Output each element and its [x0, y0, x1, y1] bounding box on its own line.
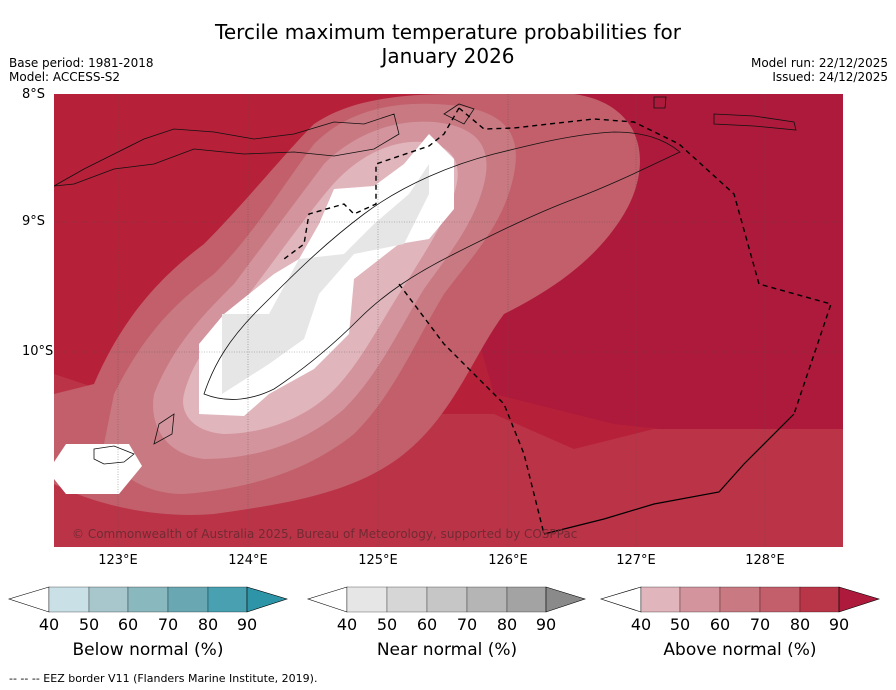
above-tick-80: 80: [789, 615, 811, 634]
colorbar-above-normal: [599, 586, 881, 613]
gridlines: [54, 94, 843, 547]
colorbar-near-normal: [307, 586, 586, 613]
lat-label-10s: 10°S: [22, 344, 54, 359]
semau-coastline: [153, 413, 175, 445]
copyright-notice: © Commonwealth of Australia 2025, Bureau…: [72, 527, 578, 541]
near-normal-label: Near normal (%): [376, 640, 518, 660]
above-normal-swatch-80: [799, 586, 840, 613]
near-tick-40: 40: [336, 615, 358, 634]
above-normal-swatch-70: [759, 586, 801, 613]
lat-label-9s: 9°S: [22, 214, 46, 229]
timor-coastline: [203, 131, 681, 400]
colorbar-below-normal: [7, 586, 289, 613]
lon-label-124e: 124°E: [228, 553, 268, 568]
near-normal-swatch-40: [346, 586, 388, 613]
below-tick-60: 60: [117, 615, 139, 634]
above-normal-high-arrow: [838, 586, 881, 613]
lon-label-128e: 128°E: [745, 553, 785, 568]
coastlines: [54, 96, 797, 465]
near-normal-swatch-50: [386, 586, 428, 613]
near-tick-50: 50: [376, 615, 398, 634]
above-tick-70: 70: [749, 615, 771, 634]
above-normal-label: Above normal (%): [663, 640, 817, 660]
below-tick-50: 50: [78, 615, 100, 634]
above-tick-90: 90: [828, 615, 850, 634]
model-run: Model run: 22/12/2025: [750, 56, 888, 70]
below-normal-swatch-80: [207, 586, 248, 613]
below-normal-high-arrow: [246, 586, 289, 613]
roti-coastline: [93, 445, 135, 465]
below-normal-swatch-40: [48, 586, 90, 613]
above-tick-60: 60: [709, 615, 731, 634]
above-tick-40: 40: [630, 615, 652, 634]
atauro-coastline: [443, 103, 475, 125]
near-normal-high-arrow: [545, 586, 586, 613]
above-tick-50: 50: [669, 615, 691, 634]
base-period: Base period: 1981-2018: [9, 56, 154, 70]
near-tick-80: 80: [496, 615, 518, 634]
near-normal-50-region: [222, 164, 429, 394]
meta-right: Model run: 22/12/2025 Issued: 24/12/2025: [751, 56, 888, 84]
below-tick-80: 80: [197, 615, 219, 634]
colorbars: [7, 586, 881, 613]
near-normal-swatch-80: [506, 586, 547, 613]
below-normal-low-arrow: [7, 586, 50, 613]
lon-label-126e: 126°E: [488, 553, 528, 568]
lon-label-125e: 125°E: [358, 553, 398, 568]
eez-border-south: [398, 283, 545, 535]
issued-date: Issued: 24/12/2025: [772, 70, 888, 84]
meta-left: Base period: 1981-2018 Model: ACCESS-S2: [9, 56, 154, 84]
above-normal-swatch-50: [679, 586, 721, 613]
below-tick-90: 90: [236, 615, 258, 634]
below-normal-swatch-50: [88, 586, 129, 613]
near-normal-swatch-70: [466, 586, 508, 613]
lon-label-127e: 127°E: [616, 553, 656, 568]
below-normal-label: Below normal (%): [72, 640, 224, 660]
near-normal-sw-patch: [54, 444, 142, 494]
lon-label-123e: 123°E: [98, 553, 138, 568]
islet-coastline: [653, 96, 667, 109]
near-tick-90: 90: [535, 615, 557, 634]
below-normal-swatch-70: [167, 586, 209, 613]
near-normal-low-arrow: [307, 586, 348, 613]
above-normal-low-arrow: [599, 586, 642, 613]
below-tick-40: 40: [38, 615, 60, 634]
eez-footnote: -- -- -- EEZ border V11 (Flanders Marine…: [9, 672, 318, 685]
near-normal-swatch-60: [426, 586, 468, 613]
eez-border-east: [458, 107, 832, 415]
lat-label-8s: 8°S: [22, 87, 46, 102]
near-tick-60: 60: [416, 615, 438, 634]
title-line-2: January 2026: [381, 44, 515, 68]
map-title: Tercile maximum temperature probabilitie…: [0, 20, 896, 68]
title-line-1: Tercile maximum temperature probabilitie…: [215, 20, 681, 44]
below-normal-swatch-60: [127, 586, 169, 613]
wetar-east-coastline: [713, 113, 797, 131]
flores-coastline: [54, 113, 400, 187]
below-tick-70: 70: [157, 615, 179, 634]
above-normal-swatch-60: [719, 586, 761, 613]
probability-map: [54, 94, 843, 547]
model-name: Model: ACCESS-S2: [9, 70, 121, 84]
near-tick-70: 70: [456, 615, 478, 634]
eez-border: [283, 107, 832, 535]
eez-border-west: [283, 107, 460, 260]
eez-border-solid: [543, 413, 795, 535]
above-normal-swatch-40: [640, 586, 681, 613]
